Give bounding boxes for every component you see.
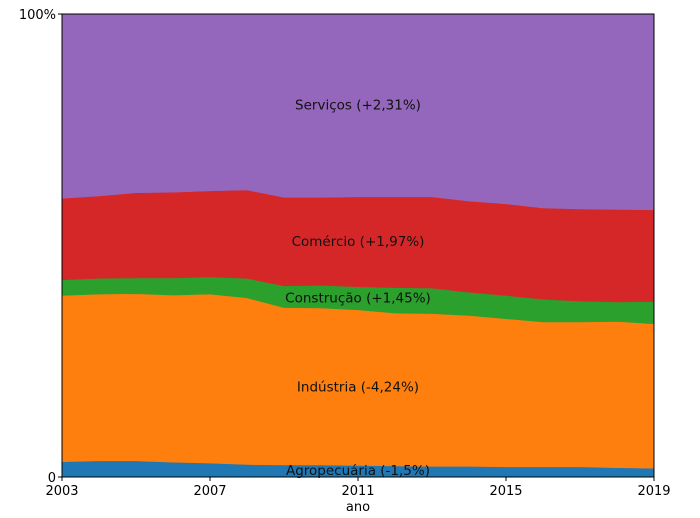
x-tick-label-2019: 2019	[637, 484, 670, 499]
x-tick-label-2015: 2015	[489, 484, 522, 499]
ticks-layer: 2003 2007 2011 2015 2019 0 100%	[19, 8, 671, 499]
area-label-agropecuaria: Agropecuária (-1,5%)	[286, 463, 430, 479]
area-label-construcao: Construção (+1,45%)	[285, 290, 431, 306]
y-tick-label-100: 100%	[19, 8, 56, 23]
areas-layer	[61, 13, 655, 478]
x-tick-label-2007: 2007	[193, 484, 226, 499]
x-tick-label-2011: 2011	[341, 484, 374, 499]
area-label-comercio: Comércio (+1,97%)	[292, 234, 425, 250]
area-label-industria: Indústria (-4,24%)	[297, 380, 419, 396]
y-tick-label-0: 0	[48, 471, 56, 486]
x-tick-label-2003: 2003	[45, 484, 78, 499]
area-labels-layer: Agropecuária (-1,5%) Indústria (-4,24%) Co…	[285, 97, 431, 479]
x-axis-title: ano	[346, 500, 370, 515]
area-label-servicos: Serviços (+2,31%)	[295, 97, 421, 113]
